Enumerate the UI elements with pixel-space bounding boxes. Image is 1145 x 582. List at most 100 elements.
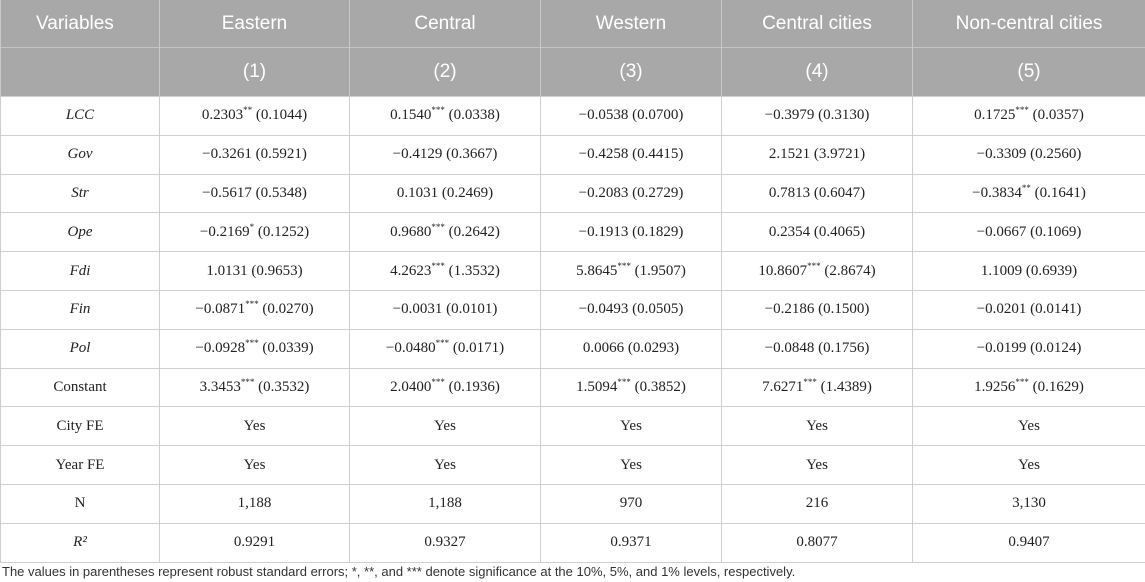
subheader-col-2: (2) <box>349 47 541 97</box>
table-cell: 0.9327 <box>349 522 541 563</box>
table-cell: −0.0199 (0.0124) <box>912 328 1145 369</box>
table-row: Str −0.5617 (0.5348) 0.1031 (0.2469) −0.208… <box>0 173 1145 214</box>
row-label: Fdi <box>0 251 160 291</box>
table-cell: Yes <box>349 406 541 447</box>
table-cell: Yes <box>912 406 1145 447</box>
table-cell: 2.0400*** (0.1936) <box>349 367 541 408</box>
row-label: Ope <box>0 212 160 253</box>
significance-stars: *** <box>245 299 259 310</box>
table-cell: 0.9680*** (0.2642) <box>349 212 541 253</box>
significance-stars: ** <box>1021 182 1031 193</box>
table-cell: −0.2186 (0.1500) <box>721 289 913 330</box>
table-header: Variables Eastern Central Western Centra… <box>0 0 1145 97</box>
table-cell: Yes <box>540 445 722 485</box>
subheader-row: (1) (2) (3) (4) (5) <box>0 47 1145 97</box>
table-cell: −0.0871*** (0.0270) <box>159 289 350 330</box>
row-label: Str <box>0 173 160 214</box>
table-cell: −0.3834** (0.1641) <box>912 173 1145 214</box>
table-cell: 3,130 <box>912 483 1145 524</box>
row-label: Year FE <box>0 445 160 485</box>
table-cell: −0.0480*** (0.0171) <box>349 328 541 369</box>
header-non-central-cities: Non-central cities <box>912 0 1145 48</box>
row-label: LCC <box>0 96 160 136</box>
table-row: Pol −0.0928*** (0.0339) −0.0480*** (0.0171… <box>0 328 1145 369</box>
table-cell: Yes <box>159 406 350 447</box>
table-footnote: The values in parentheses represent robu… <box>2 564 796 579</box>
table-row: R² 0.9291 0.9327 0.9371 0.8077 0.9407 <box>0 522 1145 563</box>
subheader-empty <box>0 47 160 97</box>
row-label: City FE <box>0 406 160 447</box>
row-label: N <box>0 483 160 524</box>
significance-stars: *** <box>245 338 259 349</box>
table-cell: Yes <box>159 445 350 485</box>
table-cell: Yes <box>349 445 541 485</box>
table-cell: −0.0848 (0.1756) <box>721 328 913 369</box>
row-label: Constant <box>0 367 160 408</box>
table-cell: −0.4129 (0.3667) <box>349 134 541 175</box>
table-cell: Yes <box>721 445 913 485</box>
table-cell: 5.8645*** (1.9507) <box>540 251 722 291</box>
table-cell: 3.3453*** (0.3532) <box>159 367 350 408</box>
table-cell: 0.1725*** (0.0357) <box>912 96 1145 136</box>
table-cell: 0.9407 <box>912 522 1145 563</box>
table-cell: 970 <box>540 483 722 524</box>
table-cell: 1.5094*** (0.3852) <box>540 367 722 408</box>
table-row: Fin −0.0871*** (0.0270) −0.0031 (0.0101) −0… <box>0 289 1145 330</box>
table-cell: 1.1009 (0.6939) <box>912 251 1145 291</box>
table-cell: −0.3309 (0.2560) <box>912 134 1145 175</box>
table-cell: 0.8077 <box>721 522 913 563</box>
table-cell: 10.8607*** (2.8674) <box>721 251 913 291</box>
header-western: Western <box>540 0 722 48</box>
header-variables: Variables <box>0 0 160 48</box>
table-cell: 0.9291 <box>159 522 350 563</box>
subheader-col-1: (1) <box>159 47 350 97</box>
table-cell: 2.1521 (3.9721) <box>721 134 913 175</box>
significance-stars: ** <box>243 105 253 116</box>
significance-stars: *** <box>431 221 445 232</box>
table-cell: 0.2354 (0.4065) <box>721 212 913 253</box>
row-label: Pol <box>0 328 160 369</box>
table-row: Gov −0.3261 (0.5921) −0.4129 (0.3667) −0.42… <box>0 134 1145 175</box>
table-row: Ope −0.2169* (0.1252) 0.9680*** (0.2642) −0… <box>0 212 1145 253</box>
table-cell: −0.2169* (0.1252) <box>159 212 350 253</box>
table-cell: 1.0131 (0.9653) <box>159 251 350 291</box>
table-row: LCC 0.2303** (0.1044) 0.1540*** (0.0338) −0… <box>0 96 1145 136</box>
row-label: Gov <box>0 134 160 175</box>
table-cell: −0.0538 (0.0700) <box>540 96 722 136</box>
table-cell: 0.1031 (0.2469) <box>349 173 541 214</box>
table-cell: −0.0201 (0.0141) <box>912 289 1145 330</box>
row-label: R² <box>0 522 160 563</box>
significance-stars: *** <box>240 376 255 387</box>
table-cell: −0.0928*** (0.0339) <box>159 328 350 369</box>
table-cell: −0.5617 (0.5348) <box>159 173 350 214</box>
table-cell: 1.9256*** (0.1629) <box>912 367 1145 408</box>
table-cell: 0.7813 (0.6047) <box>721 173 913 214</box>
significance-stars: *** <box>431 260 445 271</box>
subheader-col-4: (4) <box>721 47 913 97</box>
table-body: LCC 0.2303** (0.1044) 0.1540*** (0.0338) −0… <box>0 96 1145 563</box>
significance-stars: *** <box>435 338 450 349</box>
table-cell: 216 <box>721 483 913 524</box>
significance-stars: *** <box>617 376 631 387</box>
table-cell: 0.9371 <box>540 522 722 563</box>
table-cell: 4.2623*** (1.3532) <box>349 251 541 291</box>
header-central: Central <box>349 0 541 48</box>
significance-stars: *** <box>807 260 821 271</box>
table-row: Fdi 1.0131 (0.9653) 4.2623*** (1.3532) 5.86… <box>0 251 1145 291</box>
regression-table: Variables Eastern Central Western Centra… <box>0 0 1145 563</box>
table-cell: 7.6271*** (1.4389) <box>721 367 913 408</box>
significance-stars: *** <box>431 105 445 116</box>
table-cell: −0.0031 (0.0101) <box>349 289 541 330</box>
table-cell: Yes <box>721 406 913 447</box>
table-row: N 1,188 1,188 970 216 3,130 <box>0 483 1145 524</box>
table-cell: −0.0667 (0.1069) <box>912 212 1145 253</box>
subheader-col-3: (3) <box>540 47 722 97</box>
significance-stars: *** <box>431 376 445 387</box>
subheader-col-5: (5) <box>912 47 1145 97</box>
table-row: Year FE Yes Yes Yes Yes Yes <box>0 445 1145 485</box>
table-cell: 1,188 <box>349 483 541 524</box>
table-cell: 0.2303** (0.1044) <box>159 96 350 136</box>
table-cell: Yes <box>912 445 1145 485</box>
significance-stars: *** <box>803 376 817 387</box>
table-row: Constant 3.3453*** (0.3532) 2.0400*** (0.1… <box>0 367 1145 408</box>
